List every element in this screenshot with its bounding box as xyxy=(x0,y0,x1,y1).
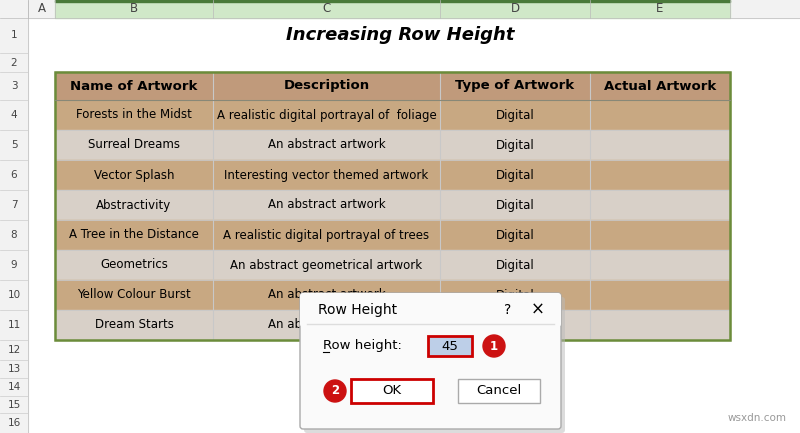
Bar xyxy=(55,250,730,280)
Bar xyxy=(55,280,730,310)
Bar xyxy=(55,130,730,160)
Text: Vector Splash: Vector Splash xyxy=(94,168,174,181)
Text: An abstract geometrical artwork: An abstract geometrical artwork xyxy=(230,259,422,271)
Text: An abstract artwork: An abstract artwork xyxy=(268,139,386,152)
Text: Digital: Digital xyxy=(496,229,534,242)
Text: Surreal Dreams: Surreal Dreams xyxy=(88,139,180,152)
Text: ?: ? xyxy=(504,303,512,317)
Text: 12: 12 xyxy=(7,345,21,355)
Text: Digital: Digital xyxy=(496,288,534,301)
Text: 4: 4 xyxy=(10,110,18,120)
Text: 14: 14 xyxy=(7,382,21,392)
Text: An abstract artwork: An abstract artwork xyxy=(268,319,386,332)
Bar xyxy=(351,379,433,403)
Bar xyxy=(55,160,730,190)
Text: 7: 7 xyxy=(10,200,18,210)
Text: C: C xyxy=(322,3,330,16)
Text: Digital: Digital xyxy=(496,109,534,122)
Circle shape xyxy=(483,335,505,357)
Text: Abstractivity: Abstractivity xyxy=(96,198,172,211)
Text: Interesting vector themed artwork: Interesting vector themed artwork xyxy=(224,168,429,181)
Text: Dream Starts: Dream Starts xyxy=(94,319,174,332)
Bar xyxy=(55,100,730,130)
Text: Increasing Row Height: Increasing Row Height xyxy=(286,26,514,45)
Text: Description: Description xyxy=(283,80,370,93)
Text: OK: OK xyxy=(382,385,402,397)
Text: Row Height: Row Height xyxy=(318,303,398,317)
Text: An abstract artwork: An abstract artwork xyxy=(268,198,386,211)
Text: Actual Artwork: Actual Artwork xyxy=(604,80,716,93)
Text: 16: 16 xyxy=(7,418,21,428)
Text: Digital: Digital xyxy=(496,198,534,211)
Text: Type of Artwork: Type of Artwork xyxy=(455,80,574,93)
Text: 8: 8 xyxy=(10,230,18,240)
Text: 3: 3 xyxy=(10,81,18,91)
Text: A realistic digital portrayal of trees: A realistic digital portrayal of trees xyxy=(223,229,430,242)
Text: 45: 45 xyxy=(442,339,458,352)
Text: Digital: Digital xyxy=(496,139,534,152)
Bar xyxy=(55,72,730,340)
Text: 2: 2 xyxy=(331,385,339,397)
Bar xyxy=(55,0,730,18)
Bar xyxy=(55,220,730,250)
Text: Digital: Digital xyxy=(496,168,534,181)
Circle shape xyxy=(324,380,346,402)
FancyBboxPatch shape xyxy=(304,297,565,433)
FancyBboxPatch shape xyxy=(300,293,561,327)
Text: B: B xyxy=(130,3,138,16)
Bar xyxy=(458,379,540,403)
Text: Digital: Digital xyxy=(496,319,534,332)
Text: 10: 10 xyxy=(7,290,21,300)
Text: A realistic digital portrayal of  foliage: A realistic digital portrayal of foliage xyxy=(217,109,436,122)
Text: A: A xyxy=(38,3,46,16)
Text: Yellow Colour Burst: Yellow Colour Burst xyxy=(77,288,191,301)
Text: wsxdn.com: wsxdn.com xyxy=(728,413,787,423)
Text: 15: 15 xyxy=(7,400,21,410)
Bar xyxy=(55,190,730,220)
Bar xyxy=(0,0,800,18)
Text: 6: 6 xyxy=(10,170,18,180)
Bar xyxy=(428,336,472,356)
Text: 1: 1 xyxy=(490,339,498,352)
Bar xyxy=(55,0,730,2)
Text: D: D xyxy=(510,3,519,16)
Text: An abstract artwork: An abstract artwork xyxy=(268,288,386,301)
Text: 2: 2 xyxy=(10,58,18,68)
Text: A Tree in the Distance: A Tree in the Distance xyxy=(69,229,199,242)
Text: 9: 9 xyxy=(10,260,18,270)
Text: Digital: Digital xyxy=(496,259,534,271)
Text: 5: 5 xyxy=(10,140,18,150)
FancyBboxPatch shape xyxy=(300,293,561,429)
Bar xyxy=(55,72,730,100)
Text: 11: 11 xyxy=(7,320,21,330)
Text: Cancel: Cancel xyxy=(476,385,522,397)
Text: Name of Artwork: Name of Artwork xyxy=(70,80,198,93)
Text: Geometrics: Geometrics xyxy=(100,259,168,271)
Text: E: E xyxy=(656,3,664,16)
Text: Forests in the Midst: Forests in the Midst xyxy=(76,109,192,122)
Text: 1: 1 xyxy=(10,30,18,41)
Text: Row height:: Row height: xyxy=(323,339,402,352)
Bar xyxy=(55,310,730,340)
Text: ×: × xyxy=(531,301,545,319)
Bar xyxy=(0,0,28,433)
Text: 13: 13 xyxy=(7,364,21,374)
